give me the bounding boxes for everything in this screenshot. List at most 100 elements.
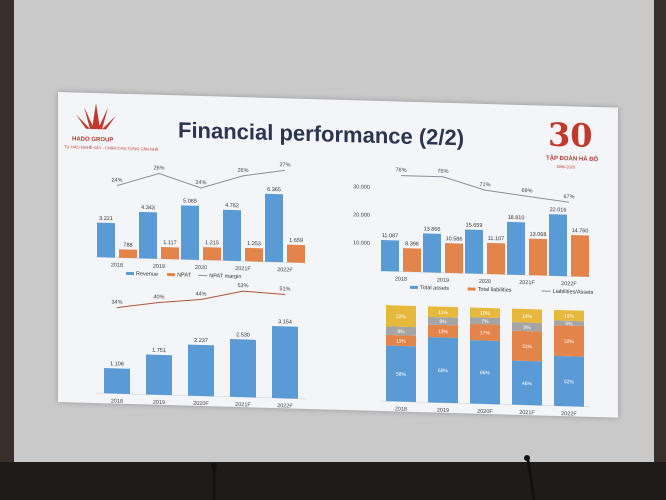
chart-1-y-tick-label: 30.000 — [353, 184, 370, 190]
chart-1-category-label: 2019 — [437, 278, 449, 284]
chart-2-bar-label: 3.154 — [278, 319, 292, 325]
chart-0-bar-label: 4.343 — [141, 205, 155, 211]
chart-0-bar-label: 3.221 — [99, 216, 113, 222]
chart-1-category-label: 2022F — [561, 281, 577, 287]
brand-tagline: TỰ HÀO NGHỀ XÂY - CHĂM CHÚ TỪNG CĂN NHÀ — [64, 144, 159, 152]
chart-0-line-label: 26% — [237, 168, 248, 174]
chart-2-line-label: 40% — [153, 294, 164, 300]
chart-3-stack-segment — [428, 337, 458, 404]
chart-0-bar — [139, 211, 157, 259]
chart-1-line-label: 71% — [479, 182, 490, 188]
presentation-slide: HADO GROUP TỰ HÀO NGHỀ XÂY - CHĂM CHÚ TỪ… — [58, 92, 618, 418]
chart-1-line-label: 69% — [521, 188, 532, 194]
chart-2-category-label: 2021F — [235, 402, 251, 408]
chart-0-category-label: 2019 — [153, 264, 165, 270]
chart-3-segment-label: 58% — [396, 372, 407, 378]
chart-0-line-label: 26% — [153, 165, 164, 171]
chart-0-bar — [265, 193, 283, 263]
chart-0-legend-label: Revenue — [136, 271, 158, 278]
chart-2-category-label: 2022F — [277, 403, 293, 409]
chart-3-segment-label: 9% — [397, 329, 405, 335]
chart-3-segment-label: 10% — [480, 311, 491, 317]
anniversary-years: 1990-2020 — [556, 163, 576, 170]
chart-3-segment-label: 9% — [523, 325, 531, 331]
chart-3-stack-segment — [554, 309, 584, 322]
chart-2-bar — [188, 344, 214, 397]
chart-3-category-label: 2022F — [561, 411, 577, 417]
chart-3-stack-segment — [470, 340, 500, 405]
chart-2-bar-label: 1.751 — [152, 348, 166, 354]
chart-2-bar — [272, 325, 298, 399]
anniversary-text: TẬP ĐOÀN HÀ ĐÔ — [546, 155, 599, 164]
chart-3-category-label: 2018 — [395, 406, 407, 412]
chart-1-bar-label: 14.760 — [572, 228, 589, 234]
chart-0-legend-swatch — [167, 273, 176, 277]
chart-0-bar — [203, 247, 221, 261]
viettimes-watermark: VIET TIMES NEWS & ANALYSIS — [570, 473, 658, 499]
chart-3-segment-label: 68% — [438, 368, 449, 374]
chart-1-legend-label: Liabilities/Assets — [553, 289, 594, 296]
chart-0-bar — [223, 209, 241, 262]
chart-1-legend-swatch — [410, 285, 418, 290]
chart-1-bar — [571, 235, 589, 277]
chart-0-category-label: 2021F — [235, 266, 251, 272]
chart-0-bar — [287, 244, 305, 263]
chart-1-bar — [403, 248, 421, 273]
chart-1-category-label: 2021F — [519, 280, 535, 286]
chart-3-category-label: 2020F — [477, 409, 493, 415]
chart-3-segment-label: 14% — [522, 314, 533, 320]
chart-1-bar-label: 22.016 — [550, 207, 567, 213]
chart-3-segment-label: 31% — [522, 344, 533, 350]
chart-3-stack-segment — [470, 307, 500, 318]
chart-3-stack-segment — [554, 325, 584, 357]
chart-0-bar — [181, 205, 199, 260]
chart-0-bar-label: 1.253 — [247, 241, 261, 247]
chart-1-bar — [423, 233, 441, 273]
chart-1-bar — [549, 214, 567, 277]
chart-0-category-label: 2022F — [277, 267, 293, 273]
chart-1-bar-label: 11.107 — [488, 236, 504, 242]
watermark-tagline: NEWS & ANALYSIS — [622, 494, 658, 499]
chart-3-stack-segment — [512, 308, 542, 323]
chart-3-stack-segment — [512, 360, 542, 406]
chart-0-bar-label: 788 — [123, 242, 132, 248]
chart-1-legend-label: Total liabilities — [478, 287, 512, 294]
chart-1-bar — [445, 243, 463, 274]
chart-3-segment-label: 17% — [480, 330, 491, 336]
chart-3-segment-label: 66% — [480, 370, 491, 376]
chart-0-line-label: 24% — [195, 180, 206, 186]
chart-3-segment-label: 7% — [481, 319, 489, 325]
brand-name: HADO GROUP — [72, 136, 114, 144]
chart-3-stack-segment — [554, 320, 584, 327]
watermark-viet: VIET — [570, 473, 611, 492]
chart-1-line-label: 67% — [563, 194, 574, 200]
chart-3-segment-label: 52% — [564, 379, 575, 385]
chart-1-legend-label: Total assets — [420, 285, 449, 292]
chart-1-bar-label: 13.068 — [530, 232, 547, 238]
chart-3-stack-segment — [386, 305, 416, 328]
chart-1-bar-label: 15.659 — [466, 223, 483, 229]
chart-0-legend-label: NPAT — [177, 272, 191, 278]
chart-0-category-label: 2018 — [111, 262, 123, 268]
chart-2-line-label: 34% — [111, 299, 122, 305]
chart-3-stack-segment — [386, 334, 416, 347]
chart-1-bar-label: 13.866 — [424, 226, 441, 232]
chart-3-segment-label: 11% — [438, 310, 448, 316]
chart-3-stack-segment — [386, 326, 416, 336]
chart-1-y-tick-label: 10.000 — [353, 240, 370, 246]
chart-0-line-label: 27% — [279, 162, 290, 168]
chart-2-bar-label: 1.106 — [110, 361, 124, 367]
chart-1-bar — [465, 229, 483, 274]
chart-1-bar-label: 8.396 — [405, 241, 419, 247]
chart-2-line-label: 53% — [237, 283, 248, 289]
hado-logo-icon — [76, 103, 116, 130]
chart-3-segment-label: 46% — [522, 381, 533, 387]
slide-title: Financial performance (2/2) — [178, 117, 465, 151]
chart-0-bar-label: 6.365 — [267, 187, 281, 193]
chart-1-line-label: 76% — [395, 167, 406, 173]
chart-1-line-label: 76% — [437, 169, 448, 175]
chart-3-category-label: 2019 — [437, 408, 449, 414]
chart-2-category-label: 2020F — [193, 401, 209, 407]
chart-1-category-label: 2018 — [395, 276, 407, 282]
chart-2-bar — [104, 368, 130, 395]
